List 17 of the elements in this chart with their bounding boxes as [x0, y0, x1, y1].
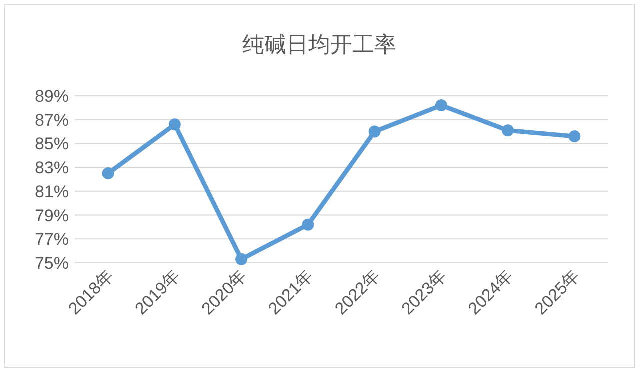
y-tick-label: 89% — [34, 87, 69, 106]
y-tick-label: 81% — [34, 182, 69, 202]
point — [568, 130, 581, 143]
point — [102, 168, 114, 180]
point — [168, 118, 181, 131]
point — [302, 218, 314, 231]
y-tick-label: 77% — [34, 230, 69, 250]
y-tick-label: 75% — [34, 254, 69, 273]
y-tick-label: 87% — [34, 110, 69, 130]
point — [502, 124, 514, 137]
y-tick-label: 85% — [34, 134, 69, 154]
chart-title: 纯碱日均开工率 — [242, 32, 396, 57]
point — [236, 253, 248, 266]
point — [435, 100, 448, 112]
y-tick-label: 79% — [34, 206, 69, 226]
point — [368, 126, 381, 138]
y-tick-label: 83% — [34, 158, 69, 178]
